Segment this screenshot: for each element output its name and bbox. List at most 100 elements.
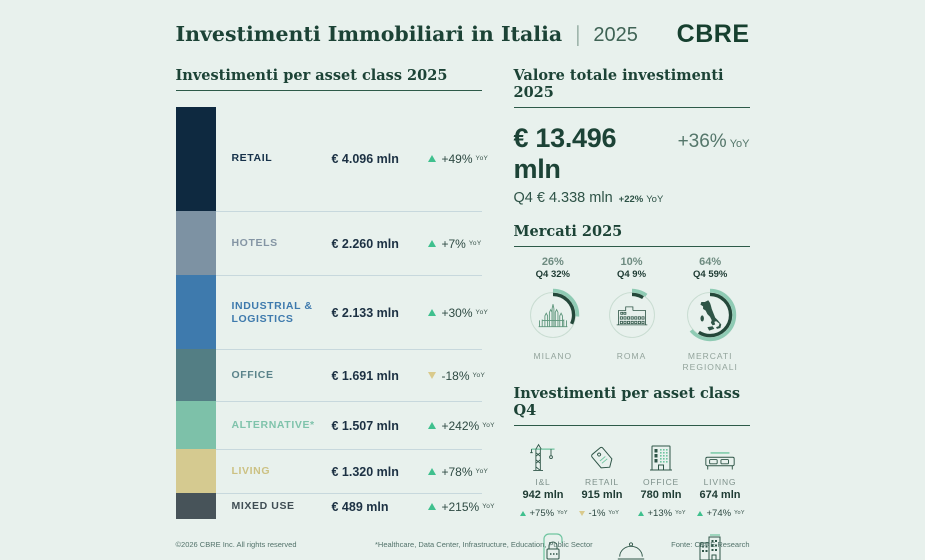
total-yoy-suffix: YoY — [729, 138, 750, 150]
right-column: Valore totale investimenti 2025 € 13.496… — [513, 67, 750, 560]
row-content: LIVING € 1.320 mln +78% YoY — [215, 449, 488, 493]
market-share: 26% — [541, 256, 564, 268]
trend-triangle-icon — [637, 510, 644, 516]
progress-ring — [681, 286, 739, 344]
q4-value: 915 mln — [581, 488, 623, 501]
yoy-value: +30% — [441, 305, 473, 320]
yoy-value: +78% — [441, 464, 473, 479]
row-value: € 489 mln — [331, 499, 389, 514]
yoy-value: +242% — [441, 418, 480, 433]
trend-triangle-icon — [427, 422, 436, 430]
yoy-suffix: YoY — [472, 372, 486, 380]
market-q4-share: Q4 59% — [693, 269, 728, 280]
row-yoy: +49% YoY — [427, 151, 489, 166]
row-value: € 1.507 mln — [331, 418, 399, 433]
chart-row-alternative: ALTERNATIVE* € 1.507 mln +242% YoY — [175, 401, 495, 450]
page-title-text: Investimenti Immobiliari in Italia — [175, 22, 563, 46]
bar-segment — [175, 401, 216, 450]
yoy-suffix: YoY — [475, 309, 489, 317]
row-label: MIXED USE — [231, 500, 295, 513]
row-value: € 1.691 mln — [331, 368, 399, 383]
asset-class-2025-section: Investimenti per asset class 2025 RETAIL… — [175, 67, 495, 560]
q4-label: OFFICE — [643, 476, 679, 487]
ring-chart — [683, 288, 737, 342]
trend-triangle-icon — [427, 372, 436, 380]
yoy-value: -1% — [588, 507, 606, 519]
section-heading: Mercati 2025 — [513, 223, 750, 247]
row-value: € 1.320 mln — [331, 464, 399, 479]
chart-row-mixed-use: MIXED USE € 489 mln +215% YoY — [175, 493, 495, 520]
columns: Investimenti per asset class 2025 RETAIL… — [175, 67, 750, 560]
copyright-text: ©2026 CBRE Inc. All rights reserved — [175, 540, 297, 549]
trend-triangle-icon — [427, 468, 436, 476]
yoy-value: +49% — [441, 151, 473, 166]
row-label: INDUSTRIAL & LOGISTICS — [231, 299, 313, 325]
mercati-section: Mercati 2025 26% Q4 32% — [513, 223, 750, 374]
progress-ring — [524, 286, 582, 344]
page-title: Investimenti Immobiliari in Italia | 202… — [176, 22, 638, 47]
title-divider: | — [574, 22, 582, 46]
q4-value: 674 mln — [699, 488, 741, 501]
cloche-icon — [615, 531, 647, 560]
trend-triangle-icon — [578, 510, 585, 516]
q4-cell-hotels: HOTELS 455 mln — [592, 531, 671, 560]
bar-segment — [175, 349, 216, 402]
section-heading: Investimenti per asset class 2025 — [175, 67, 482, 91]
row-label: ALTERNATIVE* — [231, 419, 315, 432]
ring-chart — [605, 288, 658, 342]
italy-icon — [700, 300, 722, 331]
row-yoy: -18% YoY — [427, 368, 486, 383]
ring-chart — [526, 288, 580, 342]
row-yoy: +78% YoY — [427, 464, 489, 479]
duomo-icon — [538, 304, 568, 328]
chart-row-retail: RETAIL € 4.096 mln +49% YoY — [175, 107, 488, 211]
row-content: ALTERNATIVE* € 1.507 mln +242% YoY — [215, 401, 495, 449]
trend-triangle-icon — [427, 309, 436, 317]
chart-row-industrial-logistics: INDUSTRIAL & LOGISTICS € 2.133 mln +30% … — [175, 275, 488, 350]
page-title-year: 2025 — [593, 24, 638, 46]
mercato-roma: 10% Q4 9% — [592, 256, 671, 374]
crane-icon — [527, 441, 559, 473]
row-content: OFFICE € 1.691 mln -18% YoY — [215, 349, 485, 401]
q4-total-line: Q4 € 4.338 mln +22% YoY — [514, 190, 750, 206]
q4-cell-alternative: ALTERNATIVE* 508 mln — [514, 531, 593, 560]
bar-segment — [175, 449, 216, 494]
row-content: HOTELS € 2.260 mln +7% YoY — [215, 210, 482, 276]
asset-class-q4-section: Investimenti per asset class Q4 — [513, 385, 750, 560]
q4-total-yoy-suffix: YoY — [646, 194, 664, 205]
row-yoy: +242% YoY — [427, 418, 495, 433]
footnote-text: *Healthcare, Data Center, Infrastructure… — [375, 540, 593, 549]
yoy-suffix: YoY — [734, 510, 745, 517]
market-q4-share: Q4 9% — [616, 269, 647, 280]
trend-triangle-icon — [519, 510, 526, 516]
progress-ring — [603, 286, 661, 344]
mercato-milano: 26% Q4 32% — [514, 256, 593, 374]
q4-label: RETAIL — [585, 476, 619, 487]
yoy-value: -18% — [441, 368, 470, 383]
trend-triangle-icon — [427, 155, 436, 163]
q4-total-value: Q4 € 4.338 mln — [513, 190, 613, 206]
trend-triangle-icon — [427, 240, 436, 248]
row-value: € 2.260 mln — [331, 236, 399, 251]
row-label: HOTELS — [231, 236, 278, 249]
row-value: € 2.133 mln — [331, 305, 399, 320]
q4-grid-row1: I&L 942 mln — [514, 441, 750, 501]
bar-segment — [175, 210, 216, 276]
q4-grid-row2: ALTERNATIVE* 508 mln — [514, 531, 750, 560]
row-yoy: +215% YoY — [427, 500, 495, 514]
q4-value: 780 mln — [640, 488, 682, 501]
q4-yoy-il: +75% YoY — [514, 508, 573, 519]
yoy-suffix: YoY — [482, 503, 495, 511]
bar-segment — [175, 275, 216, 350]
mercati-row: 26% Q4 32% — [514, 256, 750, 374]
total-line: € 13.496 mln +36% YoY — [514, 123, 750, 185]
chart-row-hotels: HOTELS € 2.260 mln +7% YoY — [175, 210, 482, 276]
q4-label: LIVING — [703, 476, 737, 487]
row-value: € 4.096 mln — [331, 151, 399, 166]
q4-yoy-office: +13% YoY — [632, 508, 691, 519]
office-building-icon — [648, 441, 674, 473]
yoy-value: +7% — [441, 236, 466, 251]
yoy-suffix: YoY — [468, 240, 482, 248]
bar-segment — [175, 493, 216, 520]
